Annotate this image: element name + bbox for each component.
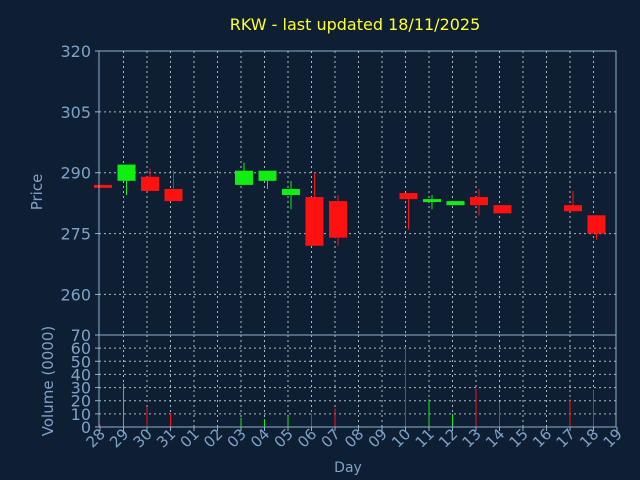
- candle-body: [587, 215, 606, 234]
- candle-29: [117, 164, 136, 196]
- candle-body: [423, 199, 441, 203]
- candle-18: [587, 215, 606, 240]
- candle-28: [94, 184, 112, 188]
- candle-body: [94, 184, 112, 188]
- volume-tick-label: 60: [71, 339, 91, 358]
- x-axis: 2829303101020304050607080910111213141516…: [83, 425, 626, 451]
- volume-tick-label: 70: [71, 326, 91, 345]
- candlestick-series: [94, 162, 606, 246]
- candle-body: [564, 205, 582, 212]
- volume-series: [99, 346, 594, 427]
- candle-03: [235, 162, 253, 185]
- chart-title: RKW - last updated 18/11/2025: [230, 15, 481, 34]
- price-y-axis: 260 275 290 305 320: [60, 42, 99, 304]
- price-tick-label: 305: [60, 103, 91, 122]
- candle-06: [305, 172, 324, 246]
- price-tick-label: 260: [60, 285, 91, 304]
- volume-grid: [99, 335, 616, 427]
- candle-11: [423, 195, 441, 210]
- candle-30: [141, 168, 159, 191]
- volume-tick-label: 20: [71, 392, 91, 411]
- candle-body: [117, 164, 136, 181]
- candle-17: [564, 190, 582, 212]
- price-tick-label: 320: [60, 42, 91, 61]
- x-axis-label: Day: [334, 460, 362, 476]
- candle-body: [470, 197, 488, 206]
- volume-panel-frame: [98, 334, 617, 428]
- price-tick-label: 275: [60, 225, 91, 244]
- price-tick-label: 290: [60, 164, 91, 183]
- candle-body: [164, 188, 183, 202]
- candle-07: [329, 195, 347, 246]
- candle-body: [493, 205, 512, 214]
- candle-04: [258, 170, 277, 189]
- candle-body: [329, 201, 347, 238]
- candle-14: [493, 205, 512, 214]
- candle-body: [305, 197, 324, 246]
- volume-tick-label: 40: [71, 365, 91, 384]
- candle-body: [399, 193, 418, 200]
- volume-tick-label: 30: [71, 379, 91, 398]
- volume-tick-label: 10: [71, 405, 91, 424]
- candle-12: [446, 201, 465, 206]
- candle-body: [141, 176, 159, 191]
- volume-axis-label: Volume (0000): [39, 326, 57, 436]
- candle-31: [164, 170, 183, 202]
- candle-body: [446, 201, 465, 206]
- candle-13: [470, 188, 488, 216]
- price-axis-label: Price: [28, 174, 46, 211]
- candle-body: [235, 170, 253, 185]
- candle-05: [282, 180, 300, 210]
- candle-10: [399, 193, 418, 230]
- volume-tick-label: 50: [71, 352, 91, 371]
- candle-body: [258, 170, 277, 181]
- volume-tick-label: 0: [81, 418, 91, 437]
- candle-body: [282, 188, 300, 196]
